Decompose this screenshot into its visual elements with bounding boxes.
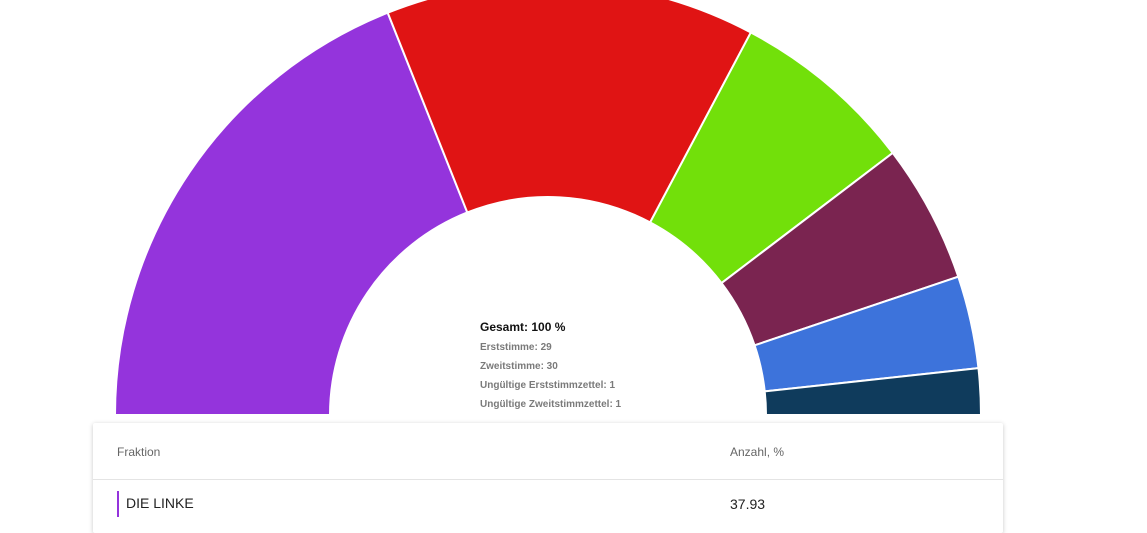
invalid-second-ballots: Ungültige Zweitstimmzettel: 1 — [480, 399, 622, 410]
column-header-percent: Anzahl, % — [730, 445, 785, 459]
center-summary: Gesamt: 100 % Erststimme: 29 Zweitstimme… — [480, 320, 621, 418]
first-vote-count: Erststimme: 29 — [480, 342, 552, 353]
invalid-first-ballots: Ungültige Erststimmzettel: 1 — [480, 380, 616, 391]
chart-segment-1[interactable] — [386, 0, 753, 224]
table-header: Fraktion Anzahl, % — [93, 423, 1003, 480]
party-color-marker — [117, 491, 119, 517]
column-header-faction: Fraktion — [117, 445, 161, 459]
table-row[interactable]: DIE LINKE 37.93 — [93, 480, 1003, 520]
results-table: Fraktion Anzahl, % DIE LINKE 37.93 — [93, 423, 1003, 533]
second-vote-count: Zweitstimme: 30 — [480, 361, 558, 372]
total-label: Gesamt: 100 % — [480, 320, 566, 334]
party-name: DIE LINKE — [126, 495, 194, 511]
chart-segment-5[interactable] — [763, 367, 983, 416]
donut-svg — [113, 0, 983, 416]
chart-segment-0[interactable] — [113, 11, 469, 416]
semi-donut-chart: Gesamt: 100 % Erststimme: 29 Zweitstimme… — [113, 0, 983, 418]
party-percent: 37.93 — [730, 496, 766, 512]
